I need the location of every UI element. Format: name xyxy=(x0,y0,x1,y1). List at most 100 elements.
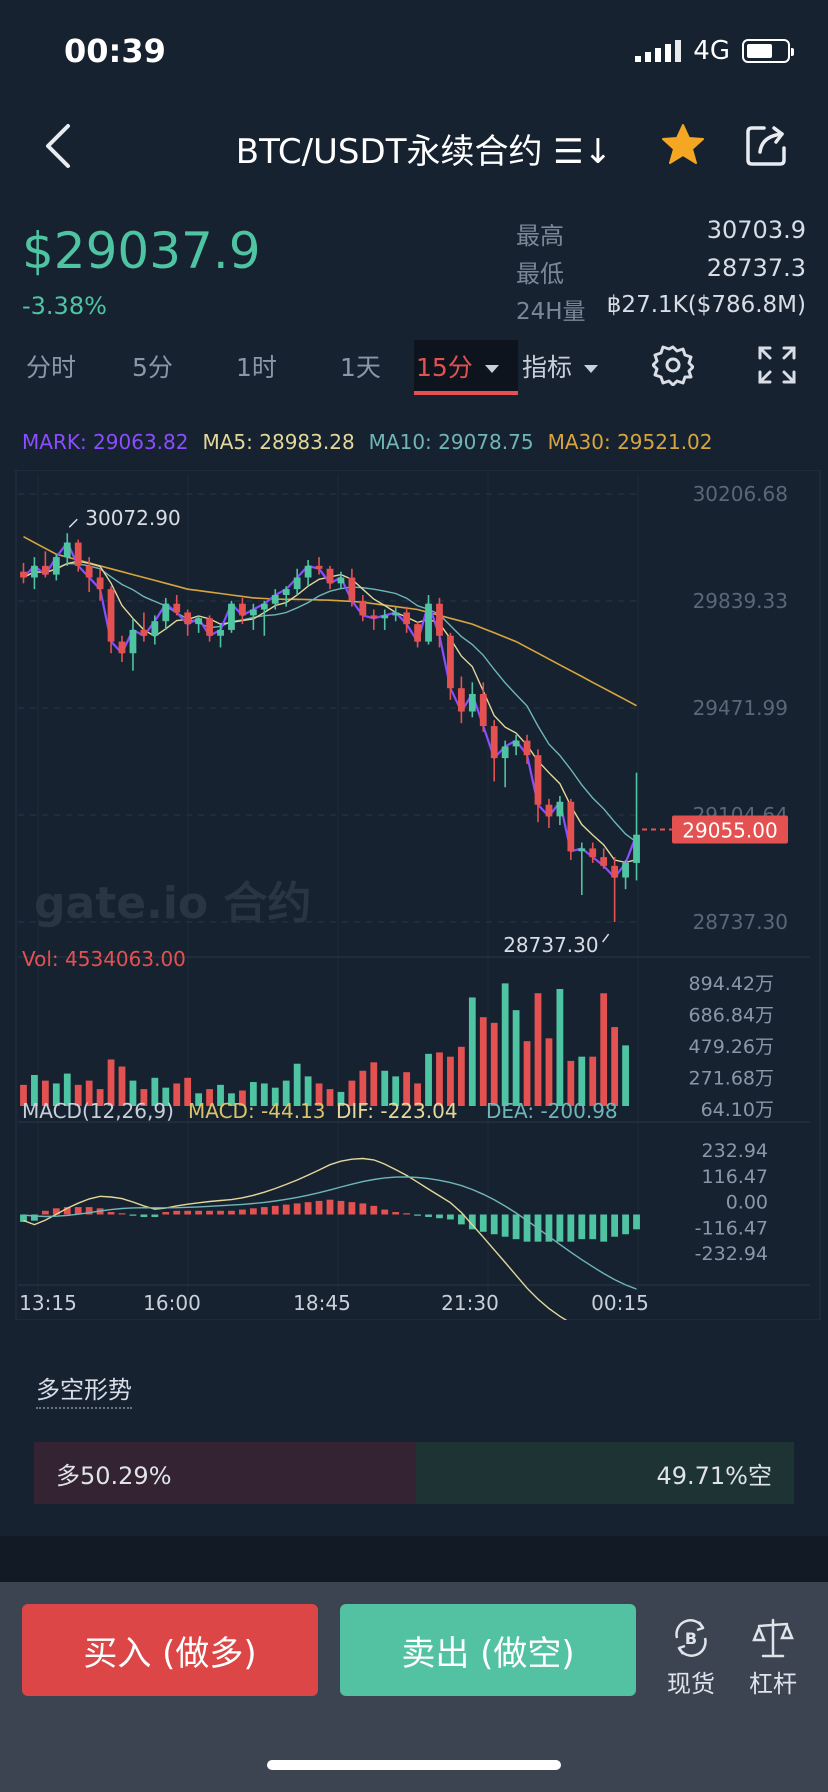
spot-button[interactable]: B 现货 xyxy=(656,1616,726,1699)
macd-histogram-bar xyxy=(392,1212,400,1215)
candle-body xyxy=(403,612,411,625)
macd-histogram-bar xyxy=(348,1202,356,1215)
tab-1hour[interactable]: 1时 xyxy=(236,353,277,382)
sell-short-button[interactable]: 卖出 (做空) xyxy=(340,1604,636,1696)
buy-long-button[interactable]: 买入 (做多) xyxy=(22,1604,318,1696)
macd-legend-item: MACD(12,26,9) xyxy=(22,1099,174,1123)
volume-bar xyxy=(162,1087,170,1106)
candle-body xyxy=(348,577,356,601)
caret-down-icon xyxy=(484,365,499,373)
candle-body xyxy=(600,857,608,866)
home-indicator xyxy=(267,1760,561,1770)
candle-body xyxy=(20,571,27,578)
volume-axis-label: 686.84万 xyxy=(689,1005,774,1027)
candle-body xyxy=(425,603,432,642)
tab-timeshare[interactable]: 分时 xyxy=(26,353,77,382)
candle-body xyxy=(271,594,279,604)
candle-body xyxy=(490,726,498,759)
network-type: 4G xyxy=(693,36,730,66)
volume-bar xyxy=(239,1090,246,1106)
macd-histogram-bar xyxy=(184,1210,192,1215)
stat-high-label: 最高 xyxy=(516,222,564,250)
timeframe-tabs: 分时 5分 1时 1天 15分 指标 xyxy=(0,340,828,398)
candle-body xyxy=(556,801,564,817)
candle-body xyxy=(129,629,137,654)
volume-bar xyxy=(249,1082,257,1106)
macd-histogram-bar xyxy=(293,1203,301,1215)
macd-legend-item: DEA: -200.98 xyxy=(486,1099,618,1123)
candle-body xyxy=(228,603,235,630)
tab-indicator-label: 指标 xyxy=(522,353,573,382)
macd-histogram-bar xyxy=(633,1214,640,1230)
macd-axis-label: 232.94 xyxy=(702,1140,768,1162)
volume-bar xyxy=(293,1063,301,1106)
ma30-line xyxy=(23,535,637,707)
macd-histogram-bar xyxy=(468,1214,476,1230)
share-button[interactable] xyxy=(744,122,790,168)
volume-axis-label: 271.68万 xyxy=(689,1068,774,1090)
candle-body xyxy=(468,694,476,712)
macd-histogram-bar xyxy=(425,1214,432,1217)
volume-bar xyxy=(184,1077,192,1106)
price-axis-label: 29471.99 xyxy=(693,696,788,720)
macd-histogram-bar xyxy=(567,1214,575,1242)
price-axis-label: 30206.68 xyxy=(693,482,788,506)
macd-histogram-bar xyxy=(20,1214,27,1222)
tab-15min[interactable]: 15分 xyxy=(416,348,499,384)
tab-5min[interactable]: 5分 xyxy=(132,353,173,382)
volume-bar xyxy=(107,1059,115,1106)
macd-histogram-bar xyxy=(129,1214,137,1216)
volume-bar xyxy=(337,1091,345,1106)
volume-bar xyxy=(392,1076,400,1106)
margin-button[interactable]: 杠杆 xyxy=(738,1616,808,1699)
macd-histogram-bar xyxy=(337,1200,345,1215)
candle-body xyxy=(41,565,49,575)
macd-histogram-bar xyxy=(359,1203,367,1215)
volume-bar xyxy=(206,1089,213,1106)
tab-1day[interactable]: 1天 xyxy=(340,353,381,382)
volume-axis-label: 64.10万 xyxy=(701,1099,774,1121)
candle-body xyxy=(633,834,640,863)
macd-axis-label: -116.47 xyxy=(695,1217,768,1239)
macd-axis-label: 0.00 xyxy=(726,1192,768,1214)
volume-bar xyxy=(173,1083,181,1106)
candle-body xyxy=(118,641,126,654)
page-title[interactable]: BTC/USDT永续合约 ☰↓ xyxy=(235,132,613,172)
macd-histogram-bar xyxy=(52,1208,60,1215)
volume-bar xyxy=(85,1080,93,1106)
stat-volume: 24H量 ฿27.1K($786.8M) xyxy=(516,292,806,326)
macd-histogram-bar xyxy=(74,1207,82,1215)
macd-histogram-bar xyxy=(239,1209,246,1215)
volume-bar xyxy=(425,1053,432,1106)
volume-bar xyxy=(414,1083,421,1106)
volume-bar xyxy=(271,1087,279,1106)
time-axis-label: 18:45 xyxy=(293,1291,351,1315)
stat-volume-label: 24H量 xyxy=(516,299,586,325)
back-button[interactable] xyxy=(40,118,80,174)
candle-body xyxy=(184,612,192,625)
favorite-button[interactable] xyxy=(660,122,706,168)
kline-chart[interactable]: 30206.6829839.3329471.9929104.6428737.30… xyxy=(0,470,828,1320)
ma-legend: MARK: 29063.82 MA5: 28983.28 MA10: 29078… xyxy=(22,430,713,454)
price-axis-label: 28737.30 xyxy=(693,910,788,934)
macd-histogram-bar xyxy=(501,1214,509,1237)
candle-body xyxy=(85,565,93,578)
candle-body xyxy=(162,603,170,622)
candle-body xyxy=(74,542,82,566)
stat-high: 最高 30703.9 xyxy=(516,216,806,251)
volume-bar xyxy=(304,1076,312,1106)
macd-histogram-bar xyxy=(118,1213,126,1215)
ma5-line xyxy=(23,560,637,864)
long-short-title[interactable]: 多空形势 xyxy=(36,1370,132,1409)
chart-settings-button[interactable] xyxy=(651,344,695,390)
volume-bar xyxy=(370,1062,378,1106)
macd-histogram-bar xyxy=(107,1212,115,1215)
candle-body xyxy=(523,740,531,756)
long-ratio: 多50.29% xyxy=(34,1442,417,1504)
short-ratio: 49.71%空 xyxy=(416,1442,794,1504)
tab-indicator[interactable]: 指标 xyxy=(522,348,599,384)
macd-histogram-bar xyxy=(600,1214,608,1242)
candle-body xyxy=(392,612,400,616)
share-icon xyxy=(746,126,786,166)
fullscreen-button[interactable] xyxy=(758,346,796,388)
